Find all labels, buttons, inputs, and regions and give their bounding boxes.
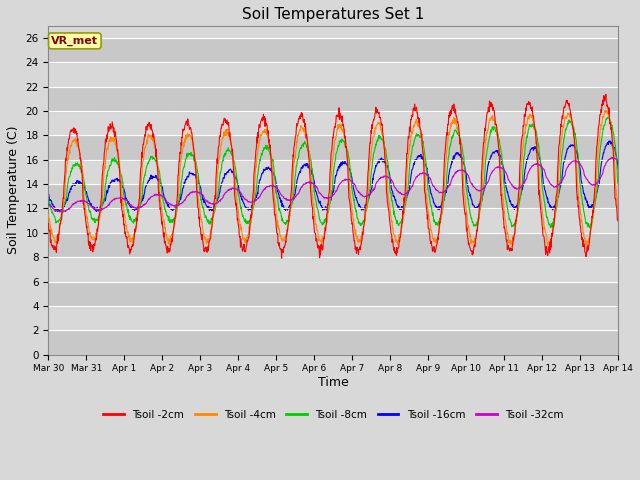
Text: VR_met: VR_met — [51, 36, 99, 46]
Bar — [49, 330, 618, 355]
Bar — [49, 233, 618, 257]
Bar — [49, 62, 618, 87]
Bar — [49, 111, 618, 135]
Bar — [49, 38, 618, 62]
Legend: Tsoil -2cm, Tsoil -4cm, Tsoil -8cm, Tsoil -16cm, Tsoil -32cm: Tsoil -2cm, Tsoil -4cm, Tsoil -8cm, Tsoi… — [99, 406, 568, 424]
Bar — [49, 257, 618, 282]
Bar — [49, 306, 618, 330]
Title: Soil Temperatures Set 1: Soil Temperatures Set 1 — [242, 7, 424, 22]
Bar — [49, 282, 618, 306]
Bar — [49, 87, 618, 111]
Bar — [49, 208, 618, 233]
Bar — [49, 135, 618, 160]
Bar — [49, 14, 618, 38]
X-axis label: Time: Time — [318, 376, 349, 389]
Y-axis label: Soil Temperature (C): Soil Temperature (C) — [7, 126, 20, 254]
Bar — [49, 184, 618, 208]
Bar — [49, 160, 618, 184]
